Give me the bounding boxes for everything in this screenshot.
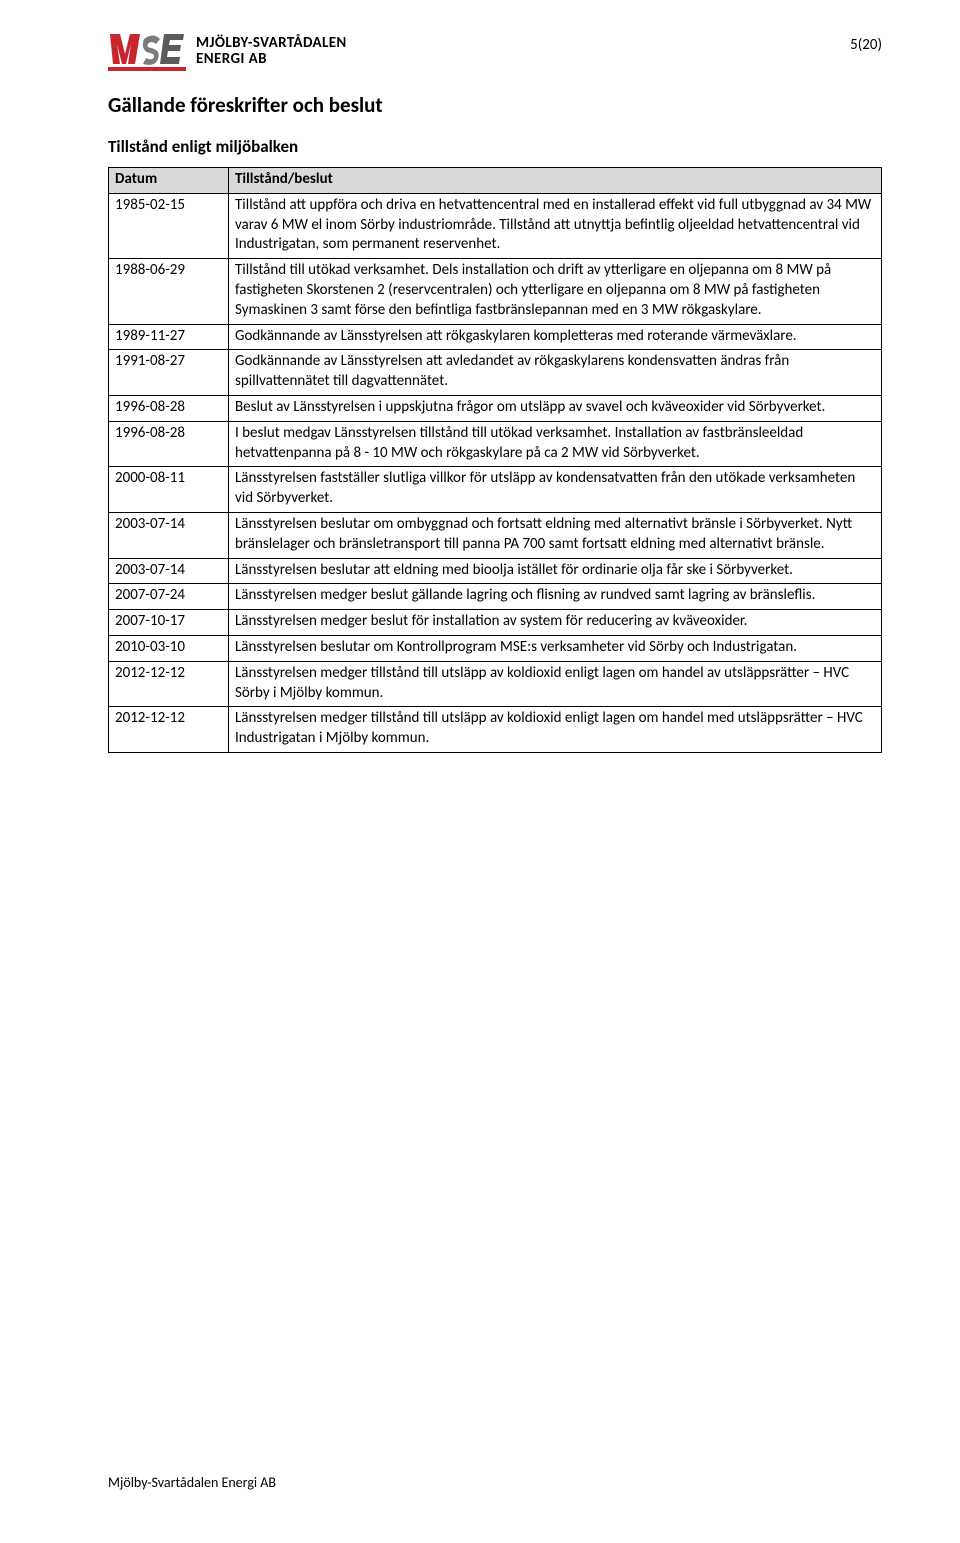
- cell-date: 2012-12-12: [109, 707, 229, 753]
- cell-date: 1989-11-27: [109, 324, 229, 350]
- table-row: 1989-11-27Godkännande av Länsstyrelsen a…: [109, 324, 882, 350]
- cell-date: 1988-06-29: [109, 259, 229, 324]
- cell-date: 1996-08-28: [109, 395, 229, 421]
- table-row: 1985-02-15Tillstånd att uppföra och driv…: [109, 193, 882, 258]
- cell-desc: Godkännande av Länsstyrelsen att avledan…: [229, 350, 882, 396]
- table-body: 1985-02-15Tillstånd att uppföra och driv…: [109, 193, 882, 752]
- page-container: MJÖLBY-SVARTÅDALEN ENERGI AB 5(20) Gälla…: [0, 0, 960, 813]
- cell-date: 1985-02-15: [109, 193, 229, 258]
- page-footer: Mjölby-Svartådalen Energi AB: [108, 1474, 276, 1491]
- cell-desc: Länsstyrelsen beslutar att eldning med b…: [229, 558, 882, 584]
- cell-desc: Länsstyrelsen medger beslut för installa…: [229, 610, 882, 636]
- company-name: MJÖLBY-SVARTÅDALEN ENERGI AB: [196, 36, 347, 68]
- cell-date: 2003-07-14: [109, 512, 229, 558]
- page-number: 5(20): [850, 30, 882, 54]
- table-row: 2000-08-11Länsstyrelsen fastställer slut…: [109, 467, 882, 513]
- table-row: 2012-12-12Länsstyrelsen medger tillstånd…: [109, 707, 882, 753]
- cell-desc: Länsstyrelsen medger tillstånd till utsl…: [229, 707, 882, 753]
- cell-desc: Länsstyrelsen medger tillstånd till utsl…: [229, 661, 882, 707]
- table-header-row: Datum Tillstånd/beslut: [109, 168, 882, 194]
- table-row: 2010-03-10Länsstyrelsen beslutar om Kont…: [109, 635, 882, 661]
- cell-desc: Godkännande av Länsstyrelsen att rökgask…: [229, 324, 882, 350]
- table-row: 2003-07-14Länsstyrelsen beslutar om omby…: [109, 512, 882, 558]
- table-row: 2012-12-12Länsstyrelsen medger tillstånd…: [109, 661, 882, 707]
- table-row: 1996-08-28I beslut medgav Länsstyrelsen …: [109, 421, 882, 467]
- cell-date: 2010-03-10: [109, 635, 229, 661]
- cell-date: 2007-07-24: [109, 584, 229, 610]
- cell-desc: Länsstyrelsen medger beslut gällande lag…: [229, 584, 882, 610]
- col-header-date: Datum: [109, 168, 229, 194]
- cell-desc: Länsstyrelsen beslutar om ombyggnad och …: [229, 512, 882, 558]
- section-title: Gällande föreskrifter och beslut: [108, 92, 882, 118]
- cell-desc: Tillstånd till utökad verksamhet. Dels i…: [229, 259, 882, 324]
- cell-desc: Tillstånd att uppföra och driva en hetva…: [229, 193, 882, 258]
- company-name-line2: ENERGI AB: [196, 52, 347, 68]
- cell-date: 2007-10-17: [109, 610, 229, 636]
- cell-date: 2003-07-14: [109, 558, 229, 584]
- table-row: 1996-08-28Beslut av Länsstyrelsen i upps…: [109, 395, 882, 421]
- table-row: 2003-07-14Länsstyrelsen beslutar att eld…: [109, 558, 882, 584]
- cell-date: 1991-08-27: [109, 350, 229, 396]
- cell-desc: Länsstyrelsen fastställer slutliga villk…: [229, 467, 882, 513]
- page-header: MJÖLBY-SVARTÅDALEN ENERGI AB 5(20): [108, 30, 882, 74]
- table-row: 2007-07-24Länsstyrelsen medger beslut gä…: [109, 584, 882, 610]
- table-row: 1991-08-27Godkännande av Länsstyrelsen a…: [109, 350, 882, 396]
- sub-title: Tillstånd enligt miljöbalken: [108, 136, 882, 157]
- col-header-desc: Tillstånd/beslut: [229, 168, 882, 194]
- table-row: 1988-06-29Tillstånd till utökad verksamh…: [109, 259, 882, 324]
- cell-date: 1996-08-28: [109, 421, 229, 467]
- mse-logo-icon: [108, 30, 186, 74]
- cell-desc: I beslut medgav Länsstyrelsen tillstånd …: [229, 421, 882, 467]
- cell-date: 2000-08-11: [109, 467, 229, 513]
- decisions-table: Datum Tillstånd/beslut 1985-02-15Tillstå…: [108, 167, 882, 753]
- cell-date: 2012-12-12: [109, 661, 229, 707]
- table-row: 2007-10-17Länsstyrelsen medger beslut fö…: [109, 610, 882, 636]
- cell-desc: Beslut av Länsstyrelsen i uppskjutna frå…: [229, 395, 882, 421]
- company-logo-block: MJÖLBY-SVARTÅDALEN ENERGI AB: [108, 30, 347, 74]
- cell-desc: Länsstyrelsen beslutar om Kontrollprogra…: [229, 635, 882, 661]
